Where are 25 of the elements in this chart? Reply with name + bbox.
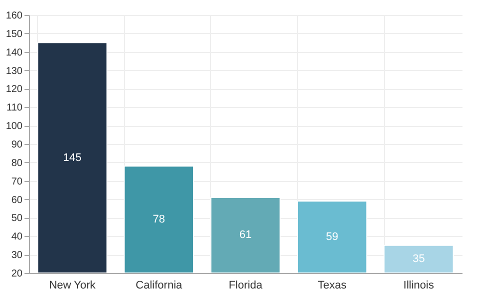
y-tick-label: 160 (6, 10, 23, 22)
x-tick-label: California (136, 280, 184, 292)
data-label: 78 (152, 214, 166, 226)
y-tick-label: 120 (6, 84, 23, 96)
y-tick-label: 40 (11, 232, 23, 243)
y-tick-label: 100 (6, 121, 23, 132)
data-label: 145 (63, 152, 82, 164)
x-tick-label: New York (49, 280, 96, 292)
y-tick-label: 60 (11, 194, 23, 206)
x-tick-label: Florida (228, 280, 264, 292)
data-label: 61 (239, 229, 252, 242)
y-tick-label: 70 (11, 176, 23, 188)
y-tick-label: 80 (11, 158, 23, 169)
x-tick-label: Texas (318, 280, 347, 292)
data-label: 35 (412, 253, 425, 266)
data-label: 59 (326, 231, 338, 244)
y-tick-label: 110 (6, 102, 23, 114)
x-tick-label: Illinois (403, 280, 434, 292)
y-tick-label: 130 (6, 66, 23, 77)
y-tick-label: 140 (6, 47, 23, 58)
y-tick-label: 150 (6, 28, 23, 40)
y-tick-label: 20 (11, 268, 23, 280)
y-tick-label: 90 (11, 140, 23, 150)
y-tick-label: 50 (11, 213, 23, 224)
y-tick-label: 30 (11, 250, 23, 262)
